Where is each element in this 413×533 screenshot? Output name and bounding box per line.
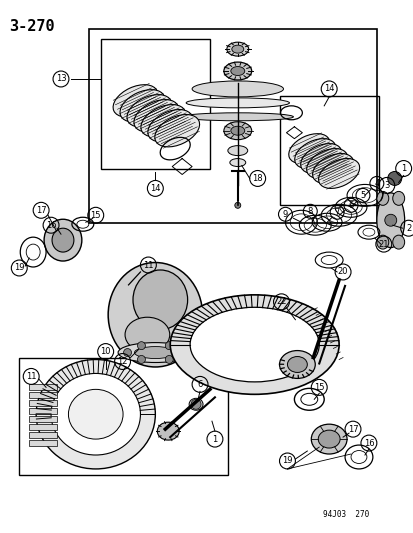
Ellipse shape: [147, 110, 192, 142]
Ellipse shape: [51, 374, 140, 455]
Ellipse shape: [134, 100, 178, 132]
Ellipse shape: [189, 398, 202, 410]
Ellipse shape: [108, 263, 202, 367]
Circle shape: [165, 356, 173, 364]
Text: 3-270: 3-270: [9, 19, 55, 34]
Ellipse shape: [376, 191, 388, 205]
Text: 17: 17: [36, 206, 46, 215]
Text: 22: 22: [275, 297, 286, 306]
Circle shape: [123, 284, 129, 290]
Text: 4: 4: [373, 179, 379, 188]
FancyBboxPatch shape: [29, 440, 57, 446]
FancyBboxPatch shape: [29, 408, 57, 414]
Ellipse shape: [318, 430, 339, 448]
Ellipse shape: [392, 191, 404, 205]
Text: 17: 17: [347, 425, 358, 434]
Text: 12: 12: [117, 357, 128, 366]
Ellipse shape: [140, 104, 185, 137]
Ellipse shape: [288, 134, 329, 164]
Text: 20: 20: [337, 268, 347, 277]
Text: 94J03  270: 94J03 270: [322, 510, 368, 519]
Text: 13: 13: [55, 75, 66, 84]
Ellipse shape: [170, 295, 338, 394]
Ellipse shape: [52, 228, 74, 252]
Text: 3: 3: [383, 181, 389, 190]
Text: 14: 14: [150, 184, 160, 193]
Circle shape: [137, 356, 145, 364]
Ellipse shape: [68, 389, 123, 439]
Ellipse shape: [182, 113, 293, 121]
Ellipse shape: [223, 62, 251, 80]
Ellipse shape: [223, 122, 251, 140]
Text: 15: 15: [90, 211, 101, 220]
Text: 19: 19: [282, 456, 292, 465]
Ellipse shape: [192, 81, 283, 97]
Circle shape: [165, 342, 173, 350]
Circle shape: [387, 172, 401, 185]
Ellipse shape: [190, 308, 318, 382]
Circle shape: [179, 349, 187, 357]
Ellipse shape: [318, 158, 359, 189]
Ellipse shape: [134, 346, 176, 359]
Text: 1: 1: [212, 434, 217, 443]
Ellipse shape: [294, 139, 335, 168]
Text: 19: 19: [14, 263, 24, 272]
FancyBboxPatch shape: [29, 432, 57, 438]
Ellipse shape: [231, 45, 243, 53]
Text: 2: 2: [405, 224, 410, 233]
Text: 9: 9: [282, 210, 287, 219]
Text: 1: 1: [400, 164, 405, 173]
Circle shape: [137, 342, 145, 350]
Circle shape: [191, 399, 201, 409]
Text: 18: 18: [252, 174, 262, 183]
Ellipse shape: [226, 42, 248, 56]
Ellipse shape: [157, 422, 179, 440]
Ellipse shape: [287, 357, 306, 373]
Ellipse shape: [113, 85, 157, 117]
Ellipse shape: [234, 203, 240, 208]
Ellipse shape: [154, 115, 199, 147]
Ellipse shape: [230, 67, 244, 76]
Ellipse shape: [311, 424, 346, 454]
Text: 7: 7: [334, 208, 339, 217]
FancyBboxPatch shape: [29, 416, 57, 422]
Text: 15: 15: [313, 383, 324, 392]
Ellipse shape: [306, 149, 347, 179]
Text: 11: 11: [26, 372, 36, 381]
Ellipse shape: [227, 146, 247, 156]
Ellipse shape: [186, 98, 289, 108]
FancyBboxPatch shape: [29, 400, 57, 406]
Ellipse shape: [229, 158, 245, 166]
Text: 21: 21: [377, 240, 388, 248]
Ellipse shape: [36, 360, 155, 469]
Text: 5: 5: [359, 191, 365, 200]
Text: 11: 11: [143, 261, 153, 270]
FancyBboxPatch shape: [29, 392, 57, 398]
Text: 10: 10: [100, 347, 111, 356]
Text: 16: 16: [45, 221, 56, 230]
Ellipse shape: [125, 317, 169, 352]
Ellipse shape: [230, 126, 244, 135]
Circle shape: [123, 349, 131, 357]
Ellipse shape: [127, 95, 171, 127]
Ellipse shape: [392, 235, 404, 249]
Ellipse shape: [376, 193, 404, 248]
Text: 8: 8: [307, 207, 312, 216]
Text: 6: 6: [347, 201, 353, 210]
Text: 16: 16: [363, 439, 373, 448]
FancyBboxPatch shape: [29, 424, 57, 430]
Ellipse shape: [120, 90, 164, 122]
Ellipse shape: [118, 343, 192, 362]
Ellipse shape: [312, 154, 353, 183]
Ellipse shape: [44, 219, 82, 261]
Text: 14: 14: [323, 84, 334, 93]
Ellipse shape: [376, 235, 388, 249]
Circle shape: [384, 214, 396, 226]
Ellipse shape: [300, 143, 341, 174]
Ellipse shape: [133, 270, 187, 330]
Text: 6: 6: [197, 380, 202, 389]
Ellipse shape: [279, 351, 315, 378]
FancyBboxPatch shape: [29, 384, 57, 390]
